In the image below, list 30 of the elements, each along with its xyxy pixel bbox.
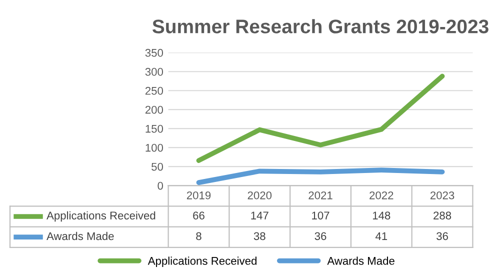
data-label: 36 [314, 232, 326, 240]
y-tick-label: 200 [145, 106, 164, 114]
data-label: 288 [434, 212, 452, 220]
data-label: 148 [372, 212, 390, 220]
y-tick-label: 0 [158, 182, 164, 190]
y-tick-label: 150 [146, 124, 164, 133]
x-tick-label: 2020 [248, 191, 272, 200]
y-tick-label: 100 [146, 144, 164, 152]
data-label: 147 [251, 212, 268, 220]
y-tick-label: 50 [152, 162, 164, 171]
data-label: 107 [312, 212, 330, 220]
text: Awards Made [46, 232, 114, 240]
data-label: 36 [436, 232, 448, 240]
y-tick-label: 250 [145, 86, 164, 95]
data-label: 66 [193, 212, 204, 220]
line-series [196, 168, 445, 185]
chart-title: Summer Research Grants 2019-2023 [152, 19, 488, 34]
x-tick-label: 2019 [186, 191, 211, 200]
text: Applications Received [148, 256, 256, 267]
x-tick-label: 2023 [430, 191, 454, 200]
data-label: 38 [254, 232, 266, 240]
data-label: 41 [375, 232, 388, 240]
legend-label: Applications Received [46, 211, 156, 222]
y-tick-label: 300 [145, 68, 164, 76]
legend-label: Awards Made [327, 256, 394, 265]
data-label: 8 [196, 232, 202, 240]
x-tick-label: 2021 [308, 191, 332, 200]
line-series [196, 74, 445, 163]
x-tick-label: 2022 [370, 191, 394, 200]
y-tick-label: 350 [145, 48, 164, 57]
